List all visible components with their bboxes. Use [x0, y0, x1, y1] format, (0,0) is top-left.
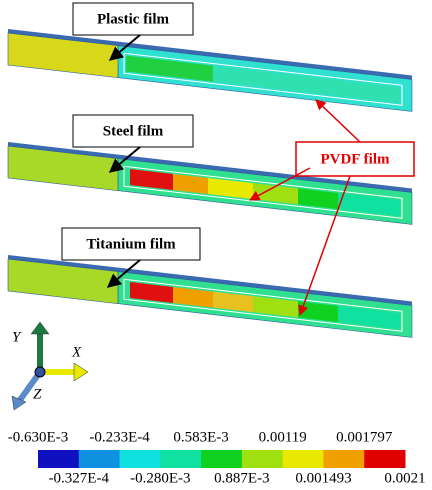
beam-top-face	[8, 255, 412, 306]
electrode-segment	[173, 286, 213, 308]
z-axis-arrow	[17, 370, 43, 402]
colorbar-swatch	[364, 450, 406, 468]
electrode-outline	[123, 165, 403, 219]
arrow	[108, 146, 141, 173]
electrode-outline	[123, 52, 403, 106]
arrow	[298, 175, 351, 316]
callout-box	[295, 141, 415, 177]
arrow	[315, 99, 361, 143]
electrode-outline	[123, 278, 403, 332]
axis-label: X	[71, 344, 82, 360]
electrode-segment	[338, 305, 400, 330]
electrode-segment	[338, 192, 400, 217]
callout-box	[61, 227, 201, 261]
colorbar-swatch	[160, 450, 202, 468]
axis-triad: Y X Z	[11, 321, 89, 411]
electrode-segment	[213, 65, 400, 104]
colorbar-swatch	[119, 450, 161, 468]
electrode-segment	[126, 55, 213, 82]
colorbar-swatch	[201, 450, 243, 468]
electrode-segment	[130, 169, 173, 190]
colorbar-label: 0.001797	[336, 429, 393, 445]
film-layer	[7, 258, 119, 304]
electrode-segment	[130, 282, 173, 303]
arrow	[249, 167, 311, 201]
beam	[7, 29, 413, 112]
electrode-segment	[253, 296, 298, 318]
beams	[7, 29, 413, 338]
colorbar-label: 0.001493	[295, 470, 351, 486]
colorbar-swatch	[323, 450, 365, 468]
colorbar: -0.630E-3 -0.233E-4 0.583E-3 0.00119 0.00179…	[8, 429, 426, 486]
colorbar-label: 0.887E-3	[214, 470, 269, 486]
colorbar-label: -0.630E-3	[8, 429, 68, 445]
colorbar-swatch	[38, 450, 80, 468]
label: Steel film	[103, 123, 164, 139]
colorbar-swatch	[282, 450, 324, 468]
colorbar-label: -0.327E-4	[49, 470, 110, 486]
electrode-segment	[253, 183, 298, 205]
axis-label: Y	[12, 329, 22, 345]
electrode-segment	[173, 173, 208, 195]
label: PVDF film	[320, 151, 390, 167]
beam	[7, 255, 413, 338]
colorbar-swatch	[241, 450, 284, 468]
film-layer	[7, 32, 119, 78]
arrow	[108, 34, 141, 61]
colorbar-swatch	[78, 450, 121, 468]
electrode-segment	[213, 291, 253, 313]
callout-box	[72, 2, 194, 36]
label: Plastic film	[97, 11, 170, 27]
colorbar-label: 0.00119	[259, 429, 307, 445]
colorbar-label: -0.233E-4	[89, 429, 150, 445]
callout-box	[72, 114, 194, 148]
colorbar-label: 0.0021	[384, 470, 425, 486]
electrode-segment	[208, 178, 253, 200]
label: Titanium film	[86, 236, 176, 252]
axis-label: Z	[33, 386, 42, 402]
colorbar-label: 0.583E-3	[173, 429, 228, 445]
beam-top-face	[8, 142, 412, 193]
arrow	[106, 259, 141, 288]
colorbar-label: -0.280E-3	[130, 470, 190, 486]
film-layer	[7, 145, 119, 191]
electrode-segment	[298, 188, 338, 209]
beam-top-face	[8, 29, 412, 80]
callouts: Plastic film Steel film Titanium film PV…	[61, 2, 415, 316]
